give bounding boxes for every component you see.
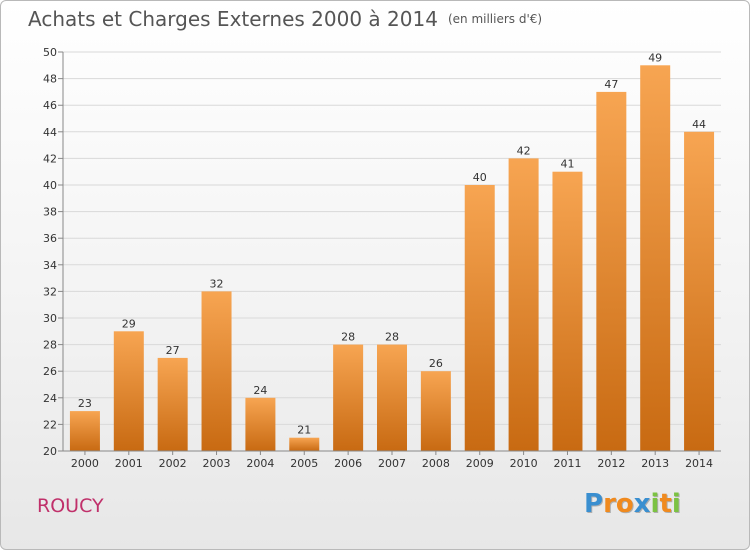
data-label-2002: 27 — [166, 344, 180, 357]
x-tick-label-2003: 2003 — [203, 457, 231, 470]
y-tick-label: 22 — [43, 418, 57, 431]
bar-2009 — [464, 185, 495, 451]
data-label-2001: 29 — [122, 317, 136, 330]
data-label-2007: 28 — [385, 331, 399, 344]
bar-2002 — [157, 357, 188, 451]
bar-2001 — [113, 331, 144, 451]
x-tick-label-2012: 2012 — [597, 457, 625, 470]
x-tick-label-2006: 2006 — [334, 457, 362, 470]
x-tick-label-2007: 2007 — [378, 457, 406, 470]
proxiti-logo[interactable]: Proxiti — [584, 489, 681, 519]
bar-2003 — [201, 291, 232, 451]
data-label-2006: 28 — [341, 331, 355, 344]
place-name: ROUCY — [37, 495, 104, 517]
logo-letter: o — [615, 489, 634, 519]
chart-title-text: Achats et Charges Externes 2000 à 2014 — [28, 7, 438, 31]
bar-2012 — [596, 91, 627, 452]
logo-letter: r — [603, 489, 616, 519]
y-tick-label: 30 — [43, 312, 57, 325]
logo-letter: t — [659, 489, 672, 519]
data-label-2009: 40 — [473, 171, 487, 184]
y-tick-label: 42 — [43, 152, 57, 165]
bar-2008 — [420, 371, 451, 451]
x-tick-label-2002: 2002 — [159, 457, 187, 470]
bar-2013 — [640, 65, 671, 452]
bar-2011 — [552, 171, 583, 451]
logo-letter: P — [584, 489, 604, 519]
y-tick-label: 46 — [43, 99, 57, 112]
x-tick-label-2001: 2001 — [115, 457, 143, 470]
bar-2010 — [508, 158, 539, 451]
x-tick-label-2009: 2009 — [466, 457, 494, 470]
y-tick-label: 40 — [43, 179, 57, 192]
x-tick-label-2008: 2008 — [422, 457, 450, 470]
data-label-2008: 26 — [429, 357, 443, 370]
logo-letter: x — [633, 489, 651, 519]
y-tick-label: 38 — [43, 206, 57, 219]
y-tick-label: 34 — [43, 259, 57, 272]
x-tick-label-2000: 2000 — [71, 457, 99, 470]
data-label-2000: 23 — [78, 397, 92, 410]
logo-letter: i — [671, 489, 681, 519]
y-tick-label: 50 — [43, 46, 57, 59]
x-tick-label-2013: 2013 — [641, 457, 669, 470]
x-tick-label-2004: 2004 — [246, 457, 274, 470]
y-tick-label: 32 — [43, 285, 57, 298]
data-label-2010: 42 — [517, 144, 531, 157]
y-tick-label: 44 — [43, 126, 57, 139]
y-tick-label: 48 — [43, 73, 57, 86]
logo-letter: i — [650, 489, 660, 519]
data-label-2014: 44 — [692, 118, 706, 131]
axes: 20 22 24 26 28 30 32 34 36 38 40 42 44 46 48 50 2000 2001… — [43, 46, 721, 470]
data-label-2004: 24 — [253, 384, 267, 397]
data-label-2003: 32 — [210, 277, 224, 290]
x-tick-label-2010: 2010 — [510, 457, 538, 470]
bar-2004 — [245, 397, 276, 451]
y-tick-label: 26 — [43, 365, 57, 378]
y-tick-label: 24 — [43, 392, 57, 405]
chart-unit: (en milliers d'€) — [447, 12, 543, 26]
x-tick-label-2005: 2005 — [290, 457, 318, 470]
x-tick-label-2014: 2014 — [685, 457, 713, 470]
chart-title: Achats et Charges Externes 2000 à 2014 (e… — [28, 7, 542, 31]
x-tick-label-2011: 2011 — [553, 457, 581, 470]
data-label-2012: 47 — [604, 78, 618, 91]
bar-2007 — [377, 344, 407, 451]
y-tick-label: 36 — [43, 232, 57, 245]
bar-2006 — [333, 344, 364, 451]
bars: 23 29 27 32 24 21 28 28 26 40 42 41 47 49 44 — [69, 51, 715, 452]
y-tick-label: 28 — [43, 339, 57, 352]
bar-2005 — [289, 437, 320, 451]
bar-2014 — [684, 131, 715, 452]
data-label-2013: 49 — [648, 51, 662, 64]
bar-2000 — [69, 411, 100, 451]
y-tick-label: 20 — [43, 445, 57, 458]
data-label-2011: 41 — [560, 158, 574, 171]
data-label-2005: 21 — [297, 424, 311, 437]
